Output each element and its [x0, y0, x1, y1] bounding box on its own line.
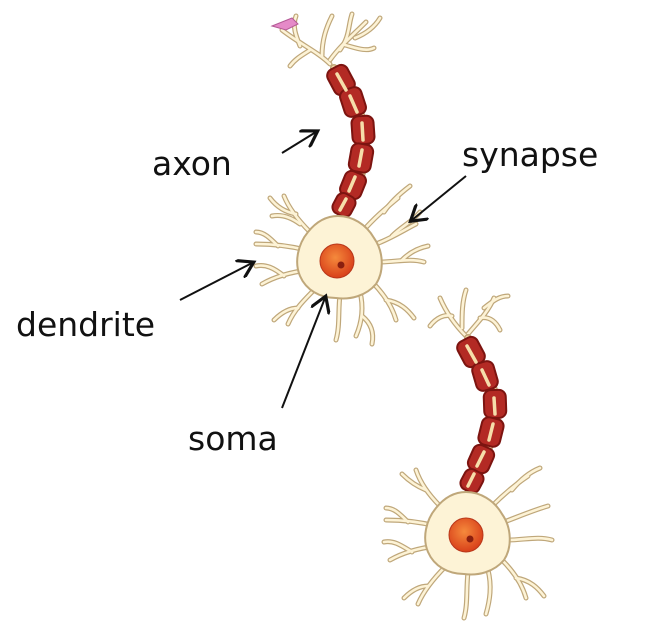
myelin-sheaths-lower — [456, 335, 508, 494]
axon-arrow — [281, 132, 316, 154]
nucleus-icon — [319, 243, 355, 279]
nucleolus-icon-lower — [466, 535, 474, 543]
myelin-sheaths — [326, 63, 376, 218]
neuron-lower — [381, 287, 555, 621]
soma-label: soma — [188, 419, 278, 458]
dendrite-arrow — [179, 263, 252, 301]
axon-terminal-branches-lower — [427, 287, 511, 339]
nucleus-icon-lower — [448, 517, 484, 553]
dendrite-label: dendrite — [16, 305, 156, 344]
synapse-terminal-icon — [270, 17, 299, 31]
axon-label: axon — [152, 144, 232, 183]
synapse-arrow — [412, 175, 467, 220]
neuron-upper — [253, 11, 431, 347]
label-arrows — [179, 132, 467, 409]
soma-arrow — [281, 298, 325, 409]
synapse-label: synapse — [462, 135, 599, 174]
nucleolus-icon — [337, 261, 345, 269]
